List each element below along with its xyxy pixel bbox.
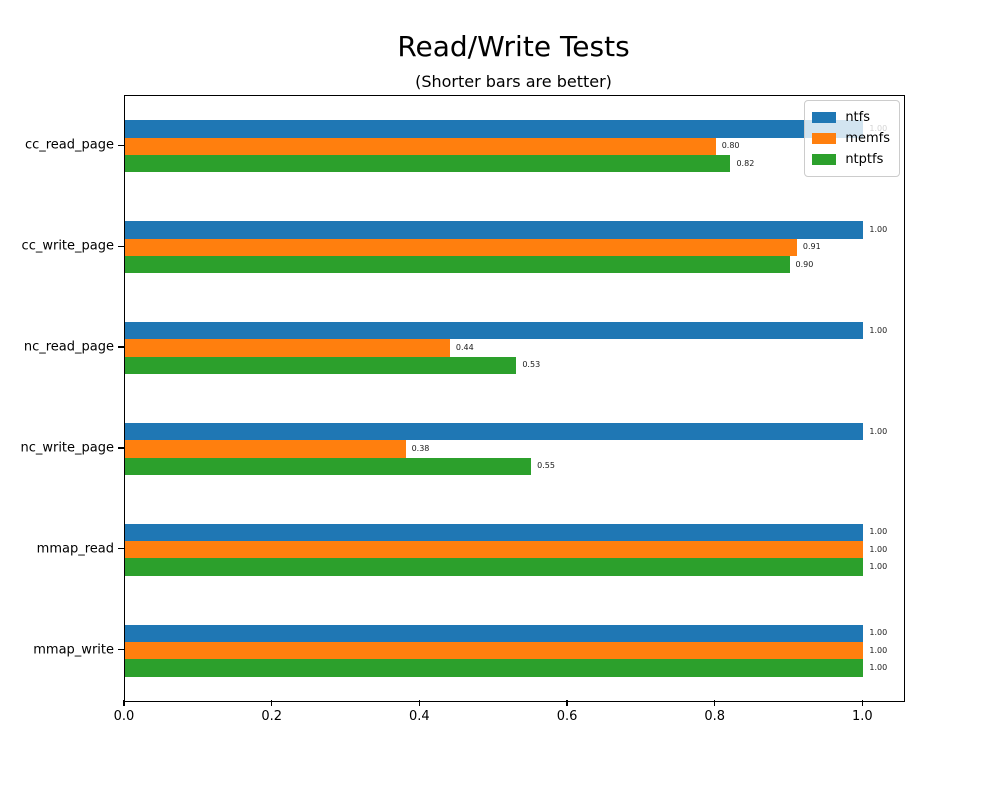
legend-item: memfs	[812, 128, 890, 149]
bar-value-label: 1.00	[869, 562, 888, 572]
x-tick-mark	[418, 700, 420, 706]
legend-item: ntptfs	[812, 149, 890, 170]
bar-value-label: 0.38	[411, 443, 430, 453]
ntfs-bar	[125, 221, 864, 239]
y-tick-mark	[118, 447, 124, 449]
bar-value-label: 1.00	[869, 224, 888, 234]
memfs-bar	[125, 440, 406, 458]
y-tick-mark	[118, 144, 124, 146]
bar-value-label: 1.00	[869, 426, 888, 436]
x-tick-label: 0.2	[261, 709, 283, 724]
y-tick-label: nc_read_page	[23, 339, 114, 355]
y-tick-label: nc_write_page	[20, 440, 114, 456]
x-tick-mark	[714, 700, 716, 706]
memfs-bar	[125, 641, 864, 660]
memfs-bar	[125, 238, 797, 256]
bar-value-label: 1.00	[869, 662, 888, 672]
legend-item-label: ntfs	[845, 110, 870, 125]
memfs-bar	[125, 541, 864, 559]
memfs-bar	[125, 137, 716, 156]
x-tick-label: 0.4	[409, 709, 430, 724]
x-tick-mark	[566, 700, 568, 706]
x-tick-mark	[123, 700, 125, 706]
x-tick-mark	[861, 700, 863, 706]
plot-area: ntfs memfs ntptfs 1.00 0.80 0.82 1.00 0.91 0.90…	[124, 95, 905, 702]
ntptfs-bar	[125, 659, 864, 677]
bar-value-label: 0.44	[455, 343, 474, 353]
ntfs-bar	[125, 120, 864, 138]
chart-subtitle: (Shorter bars are better)	[415, 72, 612, 91]
bar-value-label: 0.55	[537, 461, 555, 471]
y-tick-mark	[118, 648, 124, 651]
x-tick-label: 0.8	[704, 709, 726, 724]
chart-title: Read/Write Tests	[397, 30, 630, 63]
ntfs-bar	[125, 322, 864, 340]
legend-swatch-ntptfs	[812, 154, 837, 165]
y-tick-label: mmap_read	[36, 541, 114, 557]
y-tick-label: cc_read_page	[24, 137, 114, 153]
bar-value-label: 0.82	[736, 158, 755, 168]
x-tick-label: 0.6	[556, 709, 578, 724]
y-tick-mark	[118, 346, 124, 348]
y-tick-mark	[118, 548, 124, 550]
y-tick-label: mmap_write	[33, 642, 114, 658]
ntfs-bar	[125, 422, 864, 441]
memfs-bar	[125, 339, 450, 357]
legend-item-label: memfs	[845, 131, 890, 146]
bar-value-label: 0.91	[802, 242, 821, 252]
x-tick-mark	[271, 700, 273, 706]
ntfs-bar	[125, 624, 864, 642]
legend-swatch-ntfs	[812, 112, 837, 123]
legend-item-label: ntptfs	[845, 152, 884, 167]
ntptfs-bar	[125, 155, 731, 173]
legend: ntfs memfs ntptfs	[804, 100, 900, 177]
ntptfs-bar	[125, 255, 790, 274]
x-tick-label: 1.0	[852, 709, 873, 724]
y-tick-mark	[118, 245, 124, 247]
bar-value-label: 1.00	[869, 527, 888, 537]
y-tick-label: cc_write_page	[21, 238, 114, 254]
legend-swatch-memfs	[812, 133, 837, 144]
x-tick-label: 0.0	[113, 709, 135, 724]
bar-value-label: 1.00	[869, 544, 888, 554]
bar-value-label: 1.00	[869, 325, 888, 335]
legend-item: ntfs	[812, 107, 890, 128]
ntptfs-bar	[125, 356, 517, 375]
bar-value-label: 1.00	[869, 628, 888, 638]
bar-value-label: 1.00	[869, 645, 888, 655]
ntptfs-bar	[125, 558, 864, 576]
ntfs-bar	[125, 523, 864, 542]
bar-value-label: 0.90	[795, 259, 814, 269]
ntptfs-bar	[125, 457, 532, 475]
bar-value-label: 0.80	[721, 141, 740, 151]
bar-value-label: 0.53	[522, 360, 541, 370]
